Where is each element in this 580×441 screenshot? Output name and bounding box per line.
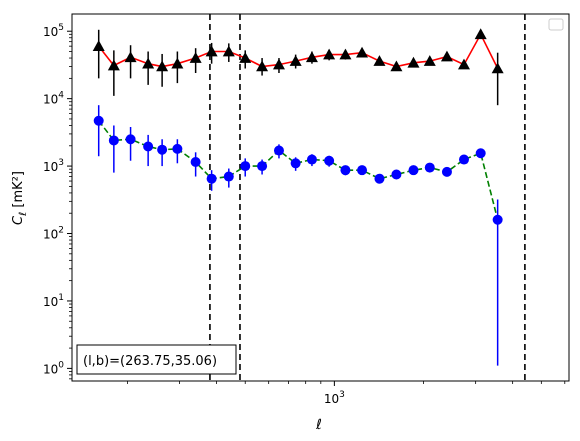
x-tick-label: 103 (324, 390, 345, 406)
triangle-marker (423, 55, 436, 66)
triangle-marker (256, 60, 269, 72)
triangle-marker (107, 59, 120, 71)
x-axis-label: ℓ (315, 417, 322, 433)
triangle-marker (171, 57, 184, 69)
triangle-marker (289, 55, 302, 66)
triangle-marker (440, 50, 453, 62)
triangle-marker (142, 57, 155, 69)
circle-marker (157, 144, 168, 155)
circle-marker (257, 161, 268, 172)
triangle-marker (323, 48, 336, 60)
triangle-marker (491, 62, 504, 74)
triangle-marker (407, 56, 420, 68)
circle-marker (108, 135, 119, 146)
circle-marker (125, 134, 136, 145)
annotation-box: (l,b)=(263.75,35.06) (76, 344, 237, 375)
triangle-marker (92, 40, 105, 51)
triangle-marker (156, 60, 169, 72)
circle-marker (223, 171, 234, 182)
y-tick-label: 105 (43, 23, 64, 39)
triangle-marker (390, 60, 403, 72)
circle-marker (240, 161, 251, 172)
triangle-marker (474, 28, 487, 40)
triangle-marker (356, 46, 369, 58)
circle-marker (290, 158, 301, 169)
circle-marker (206, 173, 217, 184)
triangle-marker (239, 52, 252, 63)
y-tick-label: 102 (43, 226, 64, 242)
circle-marker (93, 115, 104, 126)
circle-marker (143, 141, 154, 152)
triangle-marker (272, 58, 285, 70)
y-tick-label: 100 (43, 360, 64, 376)
annotation-text: (l,b)=(263.75,35.06) (83, 354, 217, 369)
circle-marker (475, 148, 486, 159)
circle-marker (391, 169, 402, 180)
circle-marker (458, 154, 469, 165)
circle-marker (441, 166, 452, 177)
y-tick-label: 103 (43, 158, 64, 174)
legend-box (548, 18, 564, 31)
triangle-marker (189, 52, 202, 63)
triangle-marker (205, 45, 218, 57)
circle-marker (273, 145, 284, 156)
circle-marker (190, 156, 201, 167)
circle-marker (408, 165, 419, 176)
triangle-marker (373, 55, 386, 66)
circle-marker (324, 155, 335, 166)
circle-marker (492, 214, 503, 225)
y-tick-label: 104 (43, 91, 64, 107)
triangle-marker (339, 48, 352, 60)
circle-marker (306, 154, 317, 165)
triangle-marker (305, 51, 318, 63)
triangle-marker (124, 51, 137, 63)
triangle-marker (457, 58, 470, 70)
y-tick-label: 101 (43, 293, 64, 309)
circle-marker (172, 143, 183, 154)
triangle-marker (222, 45, 235, 57)
plot-frame (71, 13, 570, 382)
circle-marker (424, 162, 435, 173)
circle-marker (374, 173, 385, 184)
y-axis-label: Cℓ [mK²] (11, 171, 29, 225)
circle-marker (357, 165, 368, 176)
circle-marker (340, 165, 351, 176)
